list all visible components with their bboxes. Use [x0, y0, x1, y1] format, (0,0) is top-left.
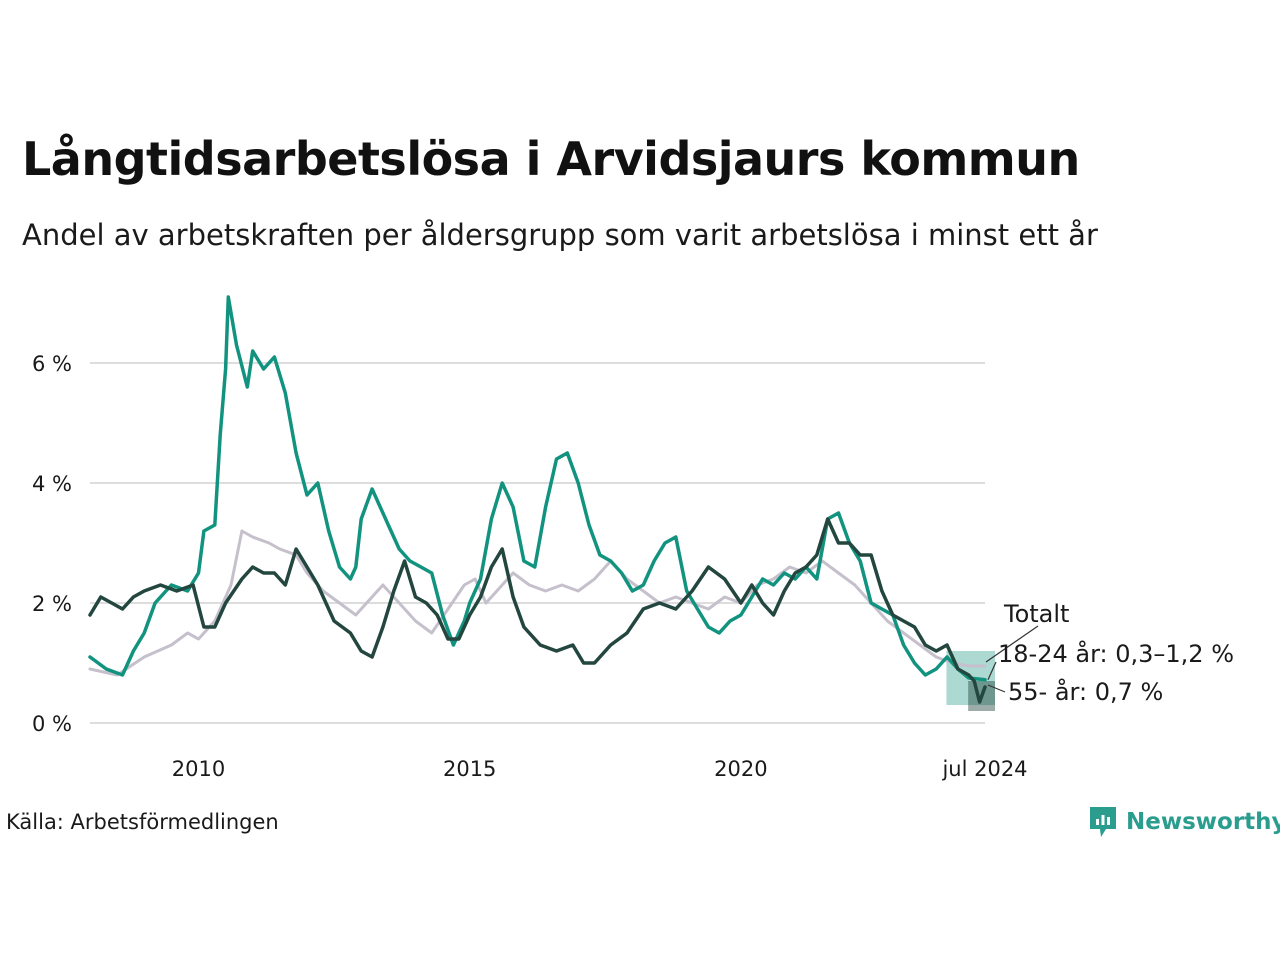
- end-label-0: Totalt: [1003, 600, 1069, 628]
- x-tick-label: 2015: [443, 757, 496, 781]
- newsworthy-logo: Newsworthy: [1088, 804, 1280, 840]
- end-label-2: 55- år: 0,7 %: [1008, 677, 1163, 706]
- y-tick-label: 0 %: [32, 712, 72, 736]
- series-line-1: [88, 295, 987, 682]
- x-tick-label: 2020: [714, 757, 767, 781]
- grid: 0 % 2 % 4 % 6 % 2010 2015 2020 jul 2024: [32, 352, 1028, 781]
- chart-subtitle: Andel av arbetskraften per åldersgrupp s…: [22, 218, 1098, 252]
- chart-title: Långtidsarbetslösa i Arvidsjaurs kommun: [22, 132, 1080, 186]
- newsworthy-logo-icon: [1090, 807, 1116, 837]
- source-note: Källa: Arbetsförmedlingen: [6, 810, 279, 834]
- leader-line-0: [985, 625, 1039, 663]
- x-tick-label: 2010: [172, 757, 225, 781]
- end-label-1: 18-24 år: 0,3–1,2 %: [998, 639, 1234, 668]
- newsworthy-logo-text: Newsworthy: [1126, 809, 1280, 835]
- y-tick-label: 4 %: [32, 472, 72, 496]
- y-tick-label: 2 %: [32, 592, 72, 616]
- leader-line-1: [987, 661, 997, 681]
- end-labels: Totalt 18-24 år: 0,3–1,2 % 55- år: 0,7 %: [985, 600, 1234, 706]
- leader-line-2: [987, 684, 1006, 693]
- y-tick-label: 6 %: [32, 352, 72, 376]
- series-line-2: [88, 517, 987, 704]
- x-tick-label: jul 2024: [941, 757, 1027, 781]
- chart-area: 0 % 2 % 4 % 6 % 2010 2015 2020 jul 2024 Totalt 1…: [32, 295, 1234, 781]
- series-lines: [88, 295, 987, 704]
- series-line-0: [88, 529, 987, 677]
